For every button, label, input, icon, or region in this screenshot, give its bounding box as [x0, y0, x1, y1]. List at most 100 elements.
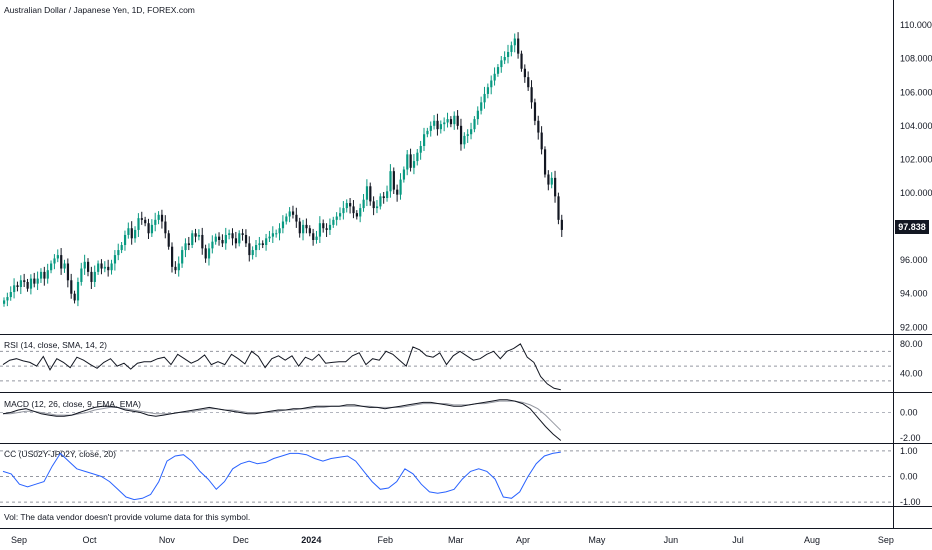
candle-body: [33, 278, 36, 284]
candle: [184, 238, 187, 258]
candle: [70, 273, 73, 299]
candle-body: [90, 271, 93, 282]
last-price-tag: 97.838: [895, 220, 929, 234]
candle: [369, 182, 372, 206]
candle: [295, 207, 298, 228]
candle-body: [144, 219, 147, 224]
candle: [103, 261, 106, 273]
candle-body: [120, 245, 123, 251]
candle: [29, 274, 33, 295]
candle-body: [423, 134, 426, 146]
candle-body: [533, 102, 537, 121]
candle: [19, 275, 22, 295]
time-tick-label: Jul: [732, 535, 744, 545]
candle: [194, 228, 197, 243]
candle-body: [503, 57, 506, 61]
candle-body: [70, 280, 73, 294]
candle: [90, 266, 93, 290]
cc-axis: 1.00 0.00 -1.00: [900, 446, 921, 507]
indicator-tick-label: 1.00: [900, 446, 918, 456]
rsi-levels: [0, 350, 893, 382]
candle-body: [211, 241, 214, 249]
candle-body: [486, 87, 490, 94]
price-axis: 110.000 108.000 106.000 104.000 102.000 100.0…: [900, 20, 932, 332]
candle-body: [46, 270, 49, 279]
candle: [137, 213, 140, 237]
candle: [335, 212, 338, 226]
time-tick-label: Mar: [448, 535, 464, 545]
price-tick-label: 94.000: [900, 289, 928, 299]
last-price-label: 97.838: [898, 222, 926, 232]
cc-line: [2, 451, 561, 501]
price-pane[interactable]: Australian Dollar / Japanese Yen, 1D, FO…: [3, 5, 932, 332]
macd-pane[interactable]: MACD (12, 26, close, 9, EMA, EMA) 0.00 -2…: [0, 399, 921, 443]
price-tick-label: 102.000: [900, 154, 932, 164]
candle-body: [248, 243, 251, 256]
candle-body: [527, 77, 530, 88]
candle: [486, 83, 490, 99]
candle: [214, 233, 217, 245]
candle-body: [107, 266, 110, 271]
candle-body: [520, 53, 523, 69]
candle: [56, 249, 59, 263]
candle-body: [456, 115, 459, 126]
candle: [285, 213, 288, 225]
candle: [204, 244, 207, 263]
candle: [251, 246, 254, 260]
candle-body: [110, 263, 113, 271]
candle: [60, 248, 63, 275]
candle: [490, 75, 493, 95]
candle-body: [530, 87, 533, 103]
price-tick-label: 106.000: [900, 87, 932, 97]
candle-body: [29, 278, 33, 289]
candle-body: [80, 268, 83, 282]
candle: [36, 271, 39, 291]
candle-body: [268, 236, 271, 239]
candle: [476, 106, 479, 125]
candle-body: [433, 120, 436, 126]
candle-body: [453, 115, 456, 125]
candle-body: [476, 110, 479, 120]
candle-body: [221, 239, 224, 244]
candle-body: [443, 122, 446, 125]
volume-note: Vol: The data vendor doesn't provide vol…: [4, 512, 250, 522]
candle-body: [187, 243, 190, 246]
rsi-pane[interactable]: RSI (14, close, SMA, 14, 2) 80.00 40.00: [0, 339, 923, 391]
candle: [100, 259, 103, 275]
candle-body: [550, 177, 553, 185]
candle: [13, 278, 16, 299]
candle: [459, 118, 463, 151]
candle-body: [63, 263, 66, 269]
candle-body: [513, 38, 516, 46]
candle-body: [449, 119, 453, 125]
candle-body: [147, 223, 150, 234]
candle: [144, 216, 147, 227]
candle: [140, 211, 143, 225]
candle-body: [244, 234, 248, 244]
candle-body: [359, 208, 362, 217]
candle: [93, 265, 96, 287]
candle: [127, 222, 130, 239]
candle: [443, 117, 446, 132]
candle: [557, 192, 560, 225]
candle-body: [150, 224, 154, 234]
rsi-line: [2, 343, 561, 391]
candle-body: [386, 191, 389, 199]
candle-body: [510, 45, 513, 52]
candle-body: [214, 236, 217, 242]
cc-pane[interactable]: CC (US02Y-JP02Y, close, 20) 1.000.00-1.0…: [0, 446, 921, 507]
candle-body: [396, 189, 399, 195]
candle: [241, 228, 244, 241]
candle-body: [194, 233, 197, 237]
candle-body: [312, 233, 315, 240]
candle: [305, 218, 308, 234]
candle: [87, 258, 90, 277]
candle-body: [409, 154, 412, 168]
candle: [221, 234, 224, 248]
candle-body: [328, 224, 332, 230]
candle: [9, 286, 12, 301]
candle-body: [234, 238, 238, 244]
candle-body: [103, 266, 106, 269]
candle-body: [517, 38, 520, 54]
candle-body: [291, 211, 295, 215]
